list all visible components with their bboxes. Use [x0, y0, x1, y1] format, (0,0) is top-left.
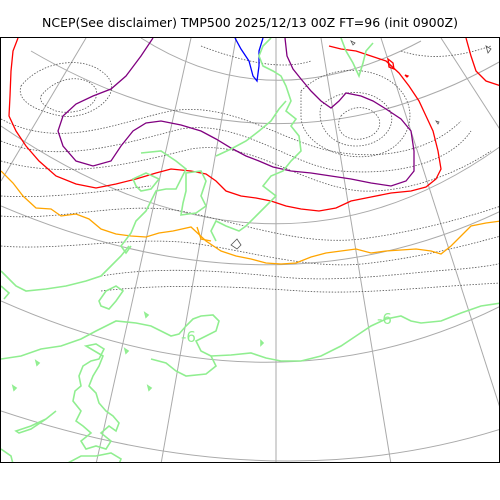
- latitude-arc-6: [1, 410, 499, 462]
- meridian-3: [160, 38, 237, 462]
- meridian-7: [440, 38, 499, 129]
- red-contour: [8, 38, 499, 212]
- map-frame: -6 -6: [0, 37, 500, 463]
- meridian-1: [1, 38, 87, 182]
- minor-contour-islands: [230, 40, 492, 250]
- meridian-5: [320, 38, 392, 462]
- coastlines: [1, 38, 499, 462]
- map-canvas: -6 -6: [1, 38, 499, 462]
- dotted-isotherms: [1, 45, 499, 293]
- blue-contour: [234, 38, 264, 83]
- latitude-arc-3: [1, 125, 499, 225]
- orange-contour: [1, 170, 499, 265]
- meridian-2: [95, 38, 192, 462]
- contour-label-2: -6: [377, 310, 392, 328]
- latitude-arc-5: [1, 300, 499, 363]
- contour-label-1: -6: [181, 328, 196, 346]
- graticule: [1, 38, 499, 462]
- map-title: NCEP(See disclaimer) TMP500 2025/12/13 0…: [41, 15, 458, 30]
- meridian-6: [380, 38, 499, 407]
- latitude-arc-4: [1, 205, 499, 266]
- latitude-arc-2: [30, 50, 499, 125]
- purple-contour: [57, 38, 415, 187]
